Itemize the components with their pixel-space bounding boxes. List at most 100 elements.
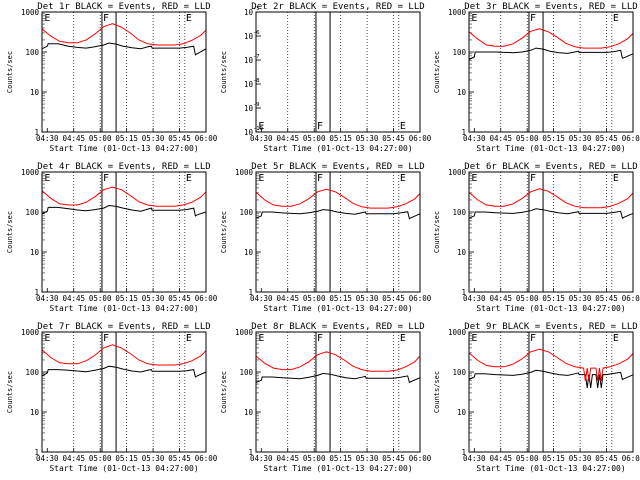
- plot-frame: [468, 171, 634, 293]
- x-tick-label: 04:30: [250, 454, 273, 463]
- y-tick-label: 1: [461, 128, 466, 137]
- x-tick-label: 05:00: [516, 454, 539, 463]
- events-series-line: [468, 47, 634, 60]
- detector-panel-8: Det 8r BLACK = Events, RED = LLD Counts/s…: [220, 322, 432, 473]
- x-tick-label: 04:30: [250, 294, 273, 303]
- x-tick-label: 06:00: [622, 454, 640, 463]
- y-tick-label: 1: [248, 288, 253, 297]
- y-tick-label: 1: [34, 128, 39, 137]
- lld-series-line: [41, 186, 207, 207]
- marker-e: E: [44, 333, 50, 344]
- y-axis-label: Counts/sec: [6, 211, 14, 253]
- x-tick-label: 04:30: [36, 134, 59, 143]
- x-tick-label: 05:45: [595, 134, 618, 143]
- y-tick-label: 1000: [21, 328, 40, 337]
- marker-e: E: [258, 333, 264, 344]
- events-series-line: [41, 204, 207, 217]
- x-axis-label: Start Time (01-Oct-13 04:27:00): [49, 144, 198, 153]
- events-series-line: [41, 365, 207, 378]
- x-axis-label: Start Time (01-Oct-13 04:27:00): [263, 464, 412, 473]
- y-tick-label: 1000: [21, 168, 40, 177]
- y-tick-label: 1000: [448, 168, 467, 177]
- x-tick-label: 05:45: [595, 454, 618, 463]
- panel-title: Det 8r BLACK = Events, RED = LLD: [251, 322, 424, 332]
- lld-series-line: [255, 188, 421, 209]
- marker-f: F: [317, 333, 323, 344]
- y-tick-label: 100: [239, 368, 253, 377]
- y-axis-label: Counts/sec: [433, 51, 441, 93]
- y-axis-label: Counts/sec: [433, 371, 441, 413]
- y-tick-label: 100: [239, 208, 253, 217]
- panel-title: Det 9r BLACK = Events, RED = LLD: [464, 322, 637, 332]
- panel-title: Det 6r BLACK = Events, RED = LLD: [464, 162, 637, 172]
- plot-frame: [255, 331, 421, 453]
- x-tick-label: 04:45: [62, 454, 85, 463]
- lld-series-line: [468, 28, 634, 49]
- y-tick-label: 100: [452, 48, 466, 57]
- y-tick-label: 10: [244, 248, 254, 257]
- marker-e: E: [44, 173, 50, 184]
- marker-e: E: [186, 13, 192, 24]
- marker-e: E: [613, 13, 619, 24]
- y-axis-label: Counts/sec: [6, 371, 14, 413]
- y-tick-label: 100: [25, 48, 39, 57]
- panel-title: Det 3r BLACK = Events, RED = LLD: [464, 2, 637, 12]
- x-tick-label: 04:30: [36, 454, 59, 463]
- plot-frame: [41, 11, 207, 133]
- x-axis-label: Start Time (01-Oct-13 04:27:00): [476, 464, 625, 473]
- marker-e: E: [471, 13, 477, 24]
- x-tick-label: 06:00: [409, 134, 432, 143]
- x-tick-label: 05:00: [89, 134, 112, 143]
- plot-frame: [468, 331, 634, 453]
- y-tick-label: 10: [244, 56, 254, 65]
- marker-e: E: [44, 13, 50, 24]
- x-tick-label: 04:45: [489, 134, 512, 143]
- y-tick-label: 10: [457, 408, 467, 417]
- marker-e: E: [400, 121, 406, 132]
- events-series-line: [255, 372, 421, 384]
- x-tick-label: 05:45: [382, 294, 405, 303]
- x-axis-label: Start Time (01-Oct-13 04:27:00): [263, 144, 412, 153]
- x-tick-label: 05:00: [89, 294, 112, 303]
- detector-panel-4: Det 4r BLACK = Events, RED = LLD Counts/s…: [6, 162, 218, 313]
- events-series-line: [41, 42, 207, 56]
- y-axis-label: Counts/sec: [220, 371, 228, 413]
- y-axis-label: Counts/sec: [433, 211, 441, 253]
- marker-f: F: [317, 173, 323, 184]
- detector-panel-3: Det 3r BLACK = Events, RED = LLD Counts/s…: [433, 2, 640, 153]
- x-tick-label: 05:30: [569, 134, 592, 143]
- x-tick-label: 04:45: [62, 294, 85, 303]
- x-tick-label: 06:00: [195, 134, 218, 143]
- y-tick-label: 100: [452, 368, 466, 377]
- y-tick-label: 10: [30, 408, 40, 417]
- x-tick-label: 05:45: [595, 294, 618, 303]
- lld-series-line: [41, 344, 207, 366]
- y-tick-label: 10: [244, 8, 254, 17]
- panel-title: Det 5r BLACK = Events, RED = LLD: [251, 162, 424, 172]
- x-tick-label: 05:00: [89, 454, 112, 463]
- y-tick-label: 1000: [448, 8, 467, 17]
- x-tick-label: 05:15: [542, 134, 565, 143]
- marker-f: F: [103, 333, 109, 344]
- x-tick-label: 05:30: [142, 454, 165, 463]
- lld-series-line: [468, 188, 634, 209]
- x-tick-label: 05:15: [329, 134, 352, 143]
- x-tick-label: 06:00: [195, 454, 218, 463]
- x-tick-label: 05:30: [356, 294, 379, 303]
- y-tick-label: 1: [461, 448, 466, 457]
- x-axis-label: Start Time (01-Oct-13 04:27:00): [476, 304, 625, 313]
- x-tick-label: 05:30: [356, 134, 379, 143]
- marker-e: E: [186, 173, 192, 184]
- x-tick-label: 05:30: [569, 454, 592, 463]
- y-tick-label: 10: [244, 80, 254, 89]
- y-tick-label: 100: [25, 208, 39, 217]
- y-tick-label: 1000: [21, 8, 40, 17]
- x-tick-label: 04:30: [463, 134, 486, 143]
- panel-title: Det 1r BLACK = Events, RED = LLD: [37, 2, 210, 12]
- events-series-line: [255, 209, 421, 220]
- lld-series-line: [255, 351, 421, 372]
- marker-e: E: [400, 173, 406, 184]
- plot-frame: [255, 171, 421, 293]
- y-tick-label: 1: [34, 448, 39, 457]
